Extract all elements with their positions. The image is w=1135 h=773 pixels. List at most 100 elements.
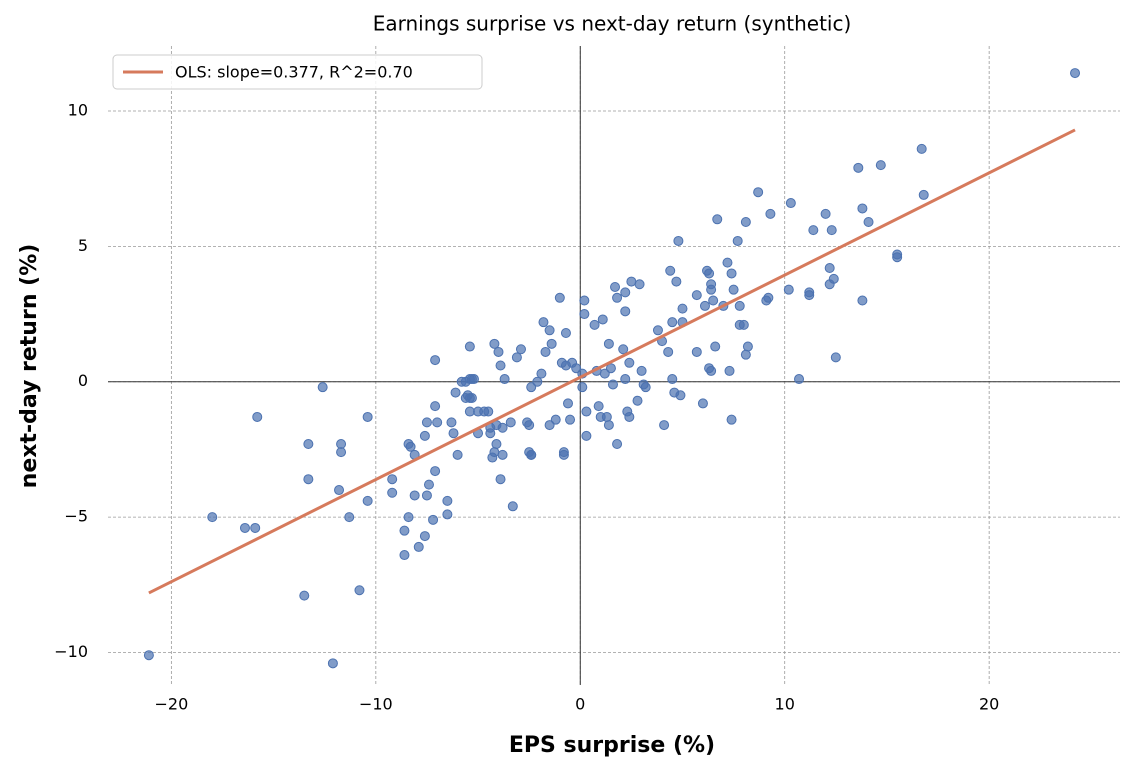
y-tick-label: −5 <box>64 507 88 526</box>
point <box>362 411 373 422</box>
point <box>673 235 684 246</box>
point <box>728 284 739 295</box>
point <box>734 300 745 311</box>
point <box>601 411 612 422</box>
point <box>299 590 310 601</box>
point <box>665 265 676 276</box>
x-tick-label: 0 <box>575 695 585 714</box>
point <box>828 273 839 284</box>
point <box>581 406 592 417</box>
point <box>857 295 868 306</box>
point <box>620 374 631 385</box>
point <box>497 422 508 433</box>
point <box>464 406 475 417</box>
point <box>432 417 443 428</box>
point <box>691 290 702 301</box>
point <box>544 325 555 336</box>
point <box>620 287 631 298</box>
point <box>667 317 678 328</box>
point <box>565 414 576 425</box>
point <box>413 541 424 552</box>
point <box>663 346 674 357</box>
point <box>597 314 608 325</box>
point <box>303 474 314 485</box>
point <box>626 276 637 287</box>
point <box>499 374 510 385</box>
point <box>599 368 610 379</box>
point <box>785 198 796 209</box>
point <box>579 295 590 306</box>
point <box>344 512 355 523</box>
point <box>632 395 643 406</box>
point <box>489 447 500 458</box>
x-tick-label: 20 <box>979 695 999 714</box>
point <box>740 216 751 227</box>
point <box>706 284 717 295</box>
point <box>507 501 518 512</box>
x-axis-label: EPS surprise (%) <box>509 733 715 758</box>
point <box>742 341 753 352</box>
point <box>763 292 774 303</box>
point <box>804 290 815 301</box>
point <box>875 160 886 171</box>
point <box>336 439 347 450</box>
point <box>448 428 459 439</box>
point <box>409 490 420 501</box>
point <box>558 449 569 460</box>
point <box>808 225 819 236</box>
point <box>464 341 475 352</box>
point <box>387 474 398 485</box>
point <box>442 495 453 506</box>
point <box>677 303 688 314</box>
point <box>387 487 398 498</box>
point <box>466 392 477 403</box>
point <box>423 479 434 490</box>
point <box>857 203 868 214</box>
point <box>239 522 250 533</box>
point <box>354 585 365 596</box>
point <box>452 449 463 460</box>
point <box>577 382 588 393</box>
point <box>667 374 678 385</box>
point <box>491 439 502 450</box>
point <box>403 512 414 523</box>
point <box>605 363 616 374</box>
point <box>706 365 717 376</box>
point <box>640 382 651 393</box>
point <box>918 189 929 200</box>
point <box>495 474 506 485</box>
point <box>579 309 590 320</box>
point <box>327 658 338 669</box>
point <box>550 414 561 425</box>
point <box>532 376 543 387</box>
point <box>524 420 535 431</box>
point <box>143 650 154 661</box>
point <box>540 346 551 357</box>
point <box>526 382 537 393</box>
point <box>544 420 555 431</box>
point <box>607 379 618 390</box>
point <box>724 365 735 376</box>
point <box>526 449 537 460</box>
point <box>430 355 441 366</box>
point <box>546 338 557 349</box>
point <box>450 387 461 398</box>
point <box>419 430 430 441</box>
point <box>892 249 903 260</box>
point <box>589 319 600 330</box>
point <box>252 411 263 422</box>
x-tick-label: 10 <box>775 695 795 714</box>
point <box>560 328 571 339</box>
point <box>442 509 453 520</box>
point <box>612 439 623 450</box>
point <box>624 411 635 422</box>
point <box>708 295 719 306</box>
point <box>618 344 629 355</box>
point <box>740 349 751 360</box>
point <box>446 417 457 428</box>
point <box>636 365 647 376</box>
point <box>405 441 416 452</box>
point <box>765 208 776 219</box>
point <box>489 338 500 349</box>
